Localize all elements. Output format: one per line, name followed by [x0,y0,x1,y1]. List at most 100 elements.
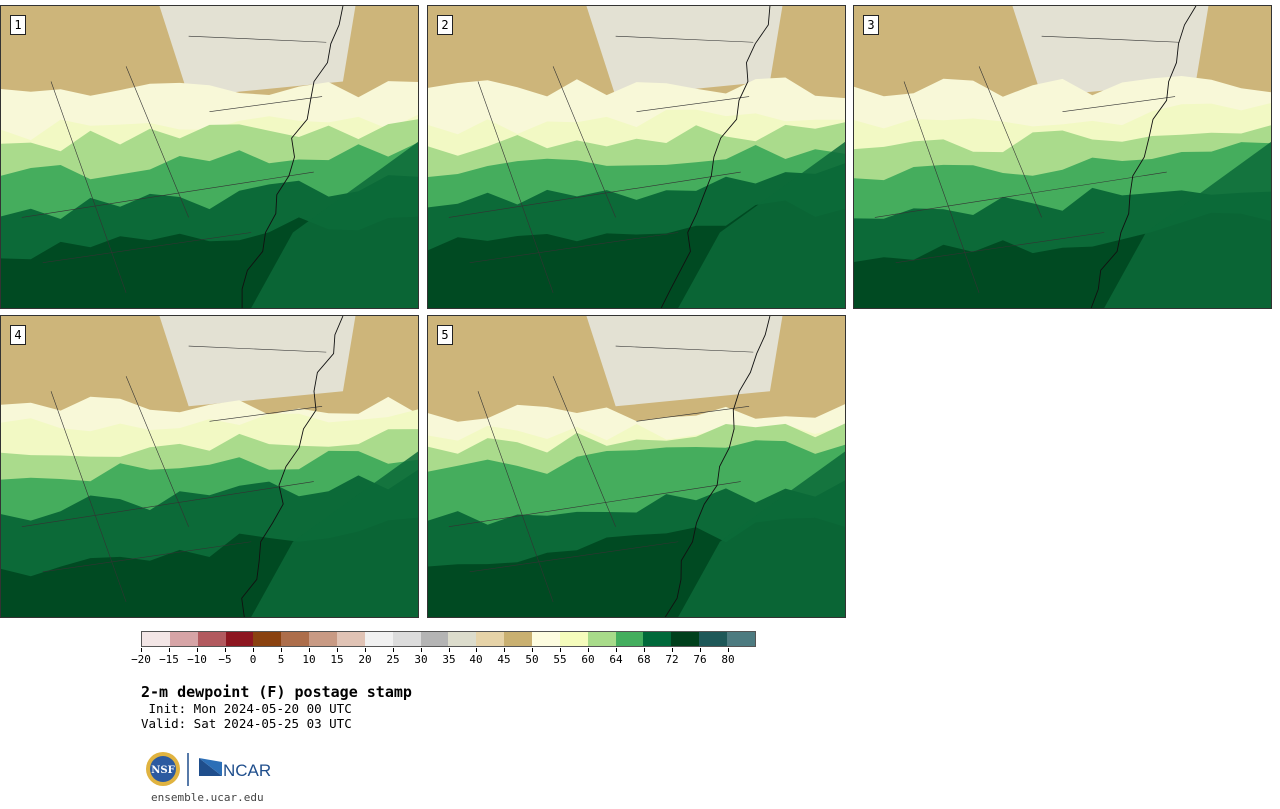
state-border [50,81,127,294]
colorbar-tick-label: 10 [302,653,316,666]
colorbar-tick [365,648,366,652]
state-border [209,406,323,422]
map-panel-3: 3 [853,5,1272,309]
colorbar-ticks: −20 −15 −10 −5 0 5 10 15 20 25 30 35 40 45 50 55 60 64 68 7… [131,648,756,668]
colorbar-tick-label: −20 [131,653,151,666]
colorbar-swatch [142,632,170,646]
dry-air-region [1012,6,1209,97]
colorbar-tick [141,648,142,652]
map-panel-4: 4 [0,315,419,618]
colorbar-tick [644,648,645,652]
colorbar-swatch [671,632,700,646]
colorbar-swatch [337,632,365,646]
coastline [660,6,771,308]
colorbar-swatch [392,632,421,646]
state-border [188,35,327,43]
dewpoint-map [428,316,845,617]
colorbar-tick-label: 60 [581,653,595,666]
site-url: ensemble.ucar.edu [151,791,264,804]
colorbar-tick [532,648,533,652]
colorbar-swatch [309,632,338,646]
coastline [1090,6,1197,308]
dewpoint-map [428,6,845,308]
coastline [664,316,771,617]
colorbar-tick [504,648,505,652]
ncar-logo-icon: NCAR [199,758,271,780]
state-border [477,81,554,294]
dry-air-region [586,316,783,407]
nsf-ncar-logo: NSF NCAR [146,752,271,786]
colorbar-tick [393,648,394,652]
state-border [636,96,750,112]
colorbar-swatch [364,632,393,646]
colorbar-tick [672,648,673,652]
map-panel-2: 2 [427,5,846,309]
coastline [241,316,344,617]
colorbar-tick-label: 55 [553,653,567,666]
colorbar-tick [421,648,422,652]
panel-number: 4 [10,325,26,345]
colorbar-tick [449,648,450,652]
dry-air-region [159,316,356,407]
colorbar-swatch [420,632,449,646]
colorbar-swatch [727,632,755,646]
colorbar-tick [560,648,561,652]
state-border [21,171,314,218]
state-border [209,96,323,112]
state-border [636,406,750,422]
dry-air-region [586,6,783,97]
colorbar-tick [337,648,338,652]
colorbar-tick-label: 40 [469,653,483,666]
colorbar [141,631,756,647]
colorbar-tick-label: 80 [721,653,735,666]
colorbar-swatch [197,632,226,646]
colorbar-tick-label: 45 [497,653,511,666]
state-border [615,35,754,43]
colorbar-tick-label: 35 [442,653,456,666]
dewpoint-map [1,6,418,308]
state-border [1062,96,1176,112]
state-border [50,391,127,603]
colorbar-tick-label: 15 [330,653,344,666]
colorbar-tick-label: 0 [249,653,257,666]
state-border [552,66,616,218]
state-border [448,481,741,527]
state-border [1041,35,1180,43]
colorbar-tick-label: 76 [693,653,707,666]
ocean-moist-region [678,141,845,308]
colorbar-tick-label: 68 [637,653,651,666]
colorbar-tick-label: 72 [665,653,679,666]
colorbar-swatch [281,632,310,646]
state-border [477,391,554,603]
ocean-moist-region [1104,141,1271,308]
colorbar-tick [281,648,282,652]
state-border [42,541,252,573]
panel-number: 5 [437,325,453,345]
colorbar-swatch [448,632,477,646]
colorbar-tick [728,648,729,652]
colorbar-swatch [587,632,616,646]
colorbar-tick [476,648,477,652]
colorbar-tick-label: 20 [358,653,372,666]
colorbar-swatch [643,632,672,646]
map-panel-1: 1 [0,5,419,309]
state-border [903,81,980,294]
colorbar-swatch [169,632,198,646]
colorbar-tick-label: 64 [609,653,623,666]
state-border [188,345,327,353]
state-border [874,171,1167,218]
colorbar-tick-label: −10 [187,653,207,666]
colorbar-tick [197,648,198,652]
map-panel-5: 5 [427,315,846,618]
state-border [21,481,314,527]
colorbar-swatch [476,632,505,646]
init-time: Init: Mon 2024-05-20 00 UTC [141,701,352,716]
nsf-text: NSF [151,765,174,776]
state-border [42,232,252,263]
colorbar-swatch [559,632,588,646]
colorbar-tick [169,648,170,652]
colorbar-tick-label: 5 [277,653,285,666]
state-border [895,232,1105,263]
colorbar-tick-label: 50 [525,653,539,666]
colorbar-tick-label: −15 [159,653,179,666]
